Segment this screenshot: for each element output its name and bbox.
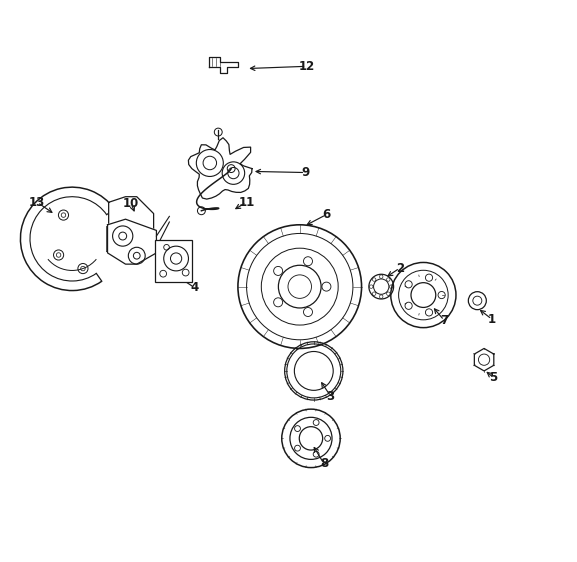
Text: 4: 4 [190, 281, 198, 294]
Polygon shape [189, 138, 252, 199]
Polygon shape [474, 348, 494, 371]
Text: 5: 5 [489, 371, 498, 384]
FancyBboxPatch shape [155, 241, 192, 282]
Text: 8: 8 [320, 457, 328, 470]
Polygon shape [106, 226, 129, 252]
Text: 9: 9 [301, 166, 309, 179]
Text: 12: 12 [298, 60, 314, 73]
Text: 6: 6 [322, 208, 330, 221]
Text: 2: 2 [396, 261, 404, 275]
Polygon shape [209, 57, 238, 73]
Text: 1: 1 [488, 312, 496, 326]
Text: 7: 7 [440, 314, 448, 327]
Text: 13: 13 [29, 196, 46, 209]
Text: 10: 10 [123, 197, 139, 210]
Text: 3: 3 [327, 389, 335, 403]
Polygon shape [108, 197, 153, 230]
Polygon shape [107, 219, 156, 264]
Text: 11: 11 [238, 196, 254, 209]
